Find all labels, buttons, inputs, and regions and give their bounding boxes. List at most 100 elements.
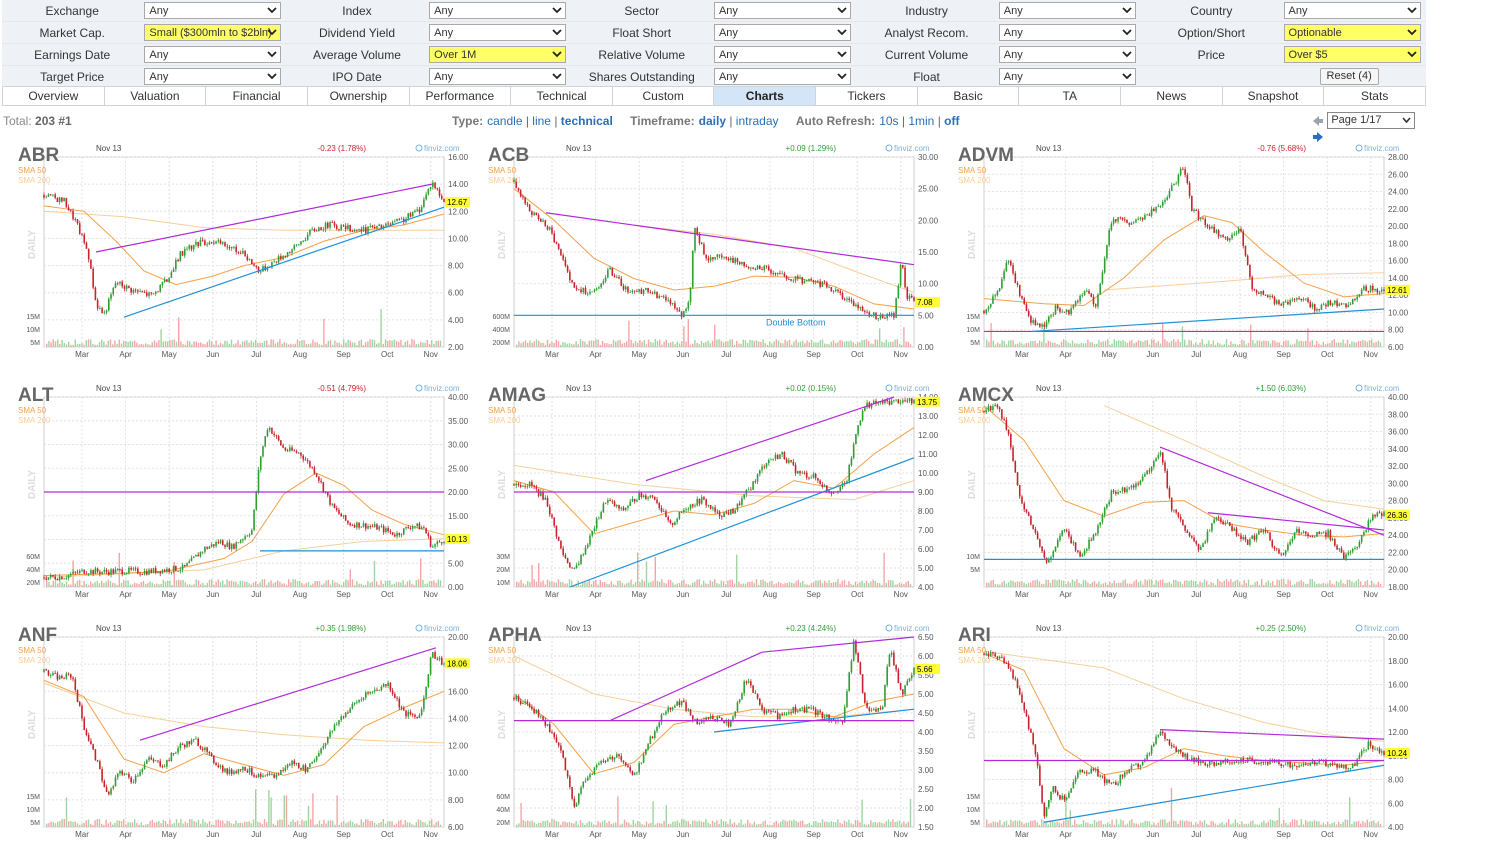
volume-bar: [356, 823, 358, 827]
volume-bar: [1263, 584, 1265, 587]
candle-body: [819, 480, 821, 485]
next-page-arrow-icon[interactable]: [1312, 131, 1324, 143]
filter-select-country[interactable]: Any: [1283, 2, 1421, 19]
sma200-line: [43, 682, 445, 744]
filter-select-option-short[interactable]: Optionable: [1283, 24, 1421, 41]
tab-ta[interactable]: TA: [1019, 87, 1122, 105]
volume-bar: [1188, 581, 1190, 587]
candle-body: [257, 469, 260, 493]
volume-bar: [230, 580, 233, 587]
chart-apha[interactable]: 6.50 6.00 5.50 5.00 4.50 4.00 3.50 3.00 2.50 2.00…: [470, 617, 940, 847]
volume-bar: [424, 584, 426, 587]
volume-bar: [1144, 340, 1146, 347]
filter-select-market-cap[interactable]: Small ($300mln to $2bln): [144, 24, 282, 41]
tab-stats[interactable]: Stats: [1360, 89, 1389, 103]
chart-advm[interactable]: 28.00 26.00 24.00 22.00 20.00 18.00 16.00 14.00…: [940, 137, 1410, 367]
chart-abr[interactable]: 16.00 14.00 12.00 10.00 8.00 6.00 4.00 2.00 Mar A…: [0, 137, 470, 367]
prev-page-arrow-icon[interactable]: [1312, 115, 1324, 127]
ticker-symbol[interactable]: ANF: [18, 625, 57, 646]
filter-select-index[interactable]: Any: [429, 2, 567, 19]
tab-news[interactable]: News: [1121, 87, 1223, 105]
filter-select-sector[interactable]: Any: [713, 2, 851, 19]
chevron-down-icon: [267, 51, 278, 58]
filter-select-dividend-yield[interactable]: Any: [429, 24, 567, 41]
ticker-symbol[interactable]: APHA: [488, 625, 542, 646]
candle-body: [562, 255, 564, 260]
tab-overview[interactable]: Overview: [3, 87, 105, 105]
ticker-symbol[interactable]: ACB: [488, 145, 529, 166]
candle-body: [398, 698, 401, 708]
filter-select-earnings-date[interactable]: Any: [144, 46, 282, 63]
tab-valuation[interactable]: Valuation: [105, 87, 207, 105]
volume-bar: [821, 339, 824, 347]
chart-amag[interactable]: 14.0013.0012.0011.0010.009.008.007.006.0…: [470, 377, 940, 607]
refresh-option-10s[interactable]: 10s: [879, 114, 899, 128]
candle-body: [67, 575, 70, 578]
candle-body: [627, 765, 629, 768]
filter-select-industry[interactable]: Any: [998, 2, 1136, 19]
y-tick-label: 5.00: [918, 564, 934, 573]
candle-body: [676, 308, 678, 310]
candle-body: [1363, 531, 1365, 536]
filter-select-average-volume[interactable]: Over 1M: [429, 46, 567, 63]
filter-select-relative-volume[interactable]: Any: [713, 46, 851, 63]
candle-body: [548, 506, 551, 515]
volume-bar: [257, 821, 259, 827]
candle-body: [725, 721, 728, 723]
timeframe-option-daily[interactable]: daily: [698, 114, 726, 128]
candle-body: [727, 512, 730, 515]
ticker-symbol[interactable]: ADVM: [958, 145, 1014, 166]
chart-amcx[interactable]: 40.0038.0036.0034.0032.0030.0028.0026.00…: [940, 377, 1410, 607]
chart-date: Nov 13: [1036, 144, 1062, 153]
ticker-symbol[interactable]: ABR: [18, 145, 59, 166]
chart-ari[interactable]: 20.0018.0016.0014.0012.0010.008.006.004.…: [940, 617, 1410, 847]
volume-bar: [382, 343, 384, 347]
tab-tickers[interactable]: Tickers: [816, 87, 918, 105]
candle-body: [1157, 206, 1160, 207]
ticker-symbol[interactable]: AMCX: [958, 385, 1014, 406]
filter-select-target-price[interactable]: Any: [144, 68, 282, 85]
volume-bar: [272, 823, 274, 827]
filter-select-ipo-date[interactable]: Any: [429, 68, 567, 85]
page-select[interactable]: Page 1/17: [1327, 112, 1416, 129]
type-option-technical[interactable]: technical: [560, 114, 613, 128]
reset-button[interactable]: Reset (4): [1319, 68, 1379, 85]
tab-charts[interactable]: Charts: [714, 87, 817, 105]
tab-ownership[interactable]: Ownership: [308, 87, 410, 105]
ticker-symbol[interactable]: ALT: [18, 385, 54, 406]
x-tick-label: Jun: [1146, 830, 1159, 839]
chevron-down-icon: [267, 73, 278, 80]
tab-basic[interactable]: Basic: [918, 87, 1020, 105]
chart-acb[interactable]: 30.00 25.00 20.00 15.00 10.00 5.00 0.00 Mar Apr M…: [470, 137, 940, 367]
filter-select-shares-outstanding[interactable]: Any: [713, 68, 851, 85]
refresh-option-1min[interactable]: 1min: [908, 114, 935, 128]
timeframe-option-intraday[interactable]: intraday: [735, 114, 779, 128]
type-option-line[interactable]: line: [532, 114, 551, 128]
volume-bar: [182, 823, 184, 827]
tab-financial[interactable]: Financial: [206, 87, 308, 105]
tab-snapshot[interactable]: Snapshot: [1223, 87, 1325, 105]
refresh-option-off[interactable]: off: [944, 114, 960, 128]
volume-bar: [762, 579, 764, 587]
filter-select-current-volume[interactable]: Any: [998, 46, 1136, 63]
filter-select-float[interactable]: Any: [998, 68, 1136, 85]
filter-select-analyst-recom[interactable]: Any: [998, 24, 1136, 41]
volume-bar: [431, 581, 433, 587]
candle-body: [382, 684, 385, 687]
filter-select-price[interactable]: Over $5: [1283, 46, 1421, 63]
tab-technical[interactable]: Technical: [511, 87, 613, 105]
volume-bar: [312, 793, 314, 827]
tab-custom[interactable]: Custom: [613, 87, 715, 105]
filter-select-float-short[interactable]: Any: [713, 24, 851, 41]
chart-anf[interactable]: 20.0018.0016.0014.0012.0010.008.006.00Ma…: [0, 617, 470, 847]
type-option-candle[interactable]: candle: [487, 114, 523, 128]
tab-performance[interactable]: Performance: [410, 87, 512, 105]
y-tick-label: 36.00: [1388, 428, 1409, 437]
chart-alt[interactable]: 40.0035.0030.0025.0020.0015.0010.005.000…: [0, 377, 470, 607]
volume-bar: [120, 821, 123, 827]
volume-bar: [709, 580, 711, 587]
ticker-symbol[interactable]: AMAG: [488, 385, 546, 406]
candle-body: [416, 716, 418, 718]
volume-bar: [599, 822, 601, 827]
filter-select-exchange[interactable]: Any: [144, 2, 282, 19]
